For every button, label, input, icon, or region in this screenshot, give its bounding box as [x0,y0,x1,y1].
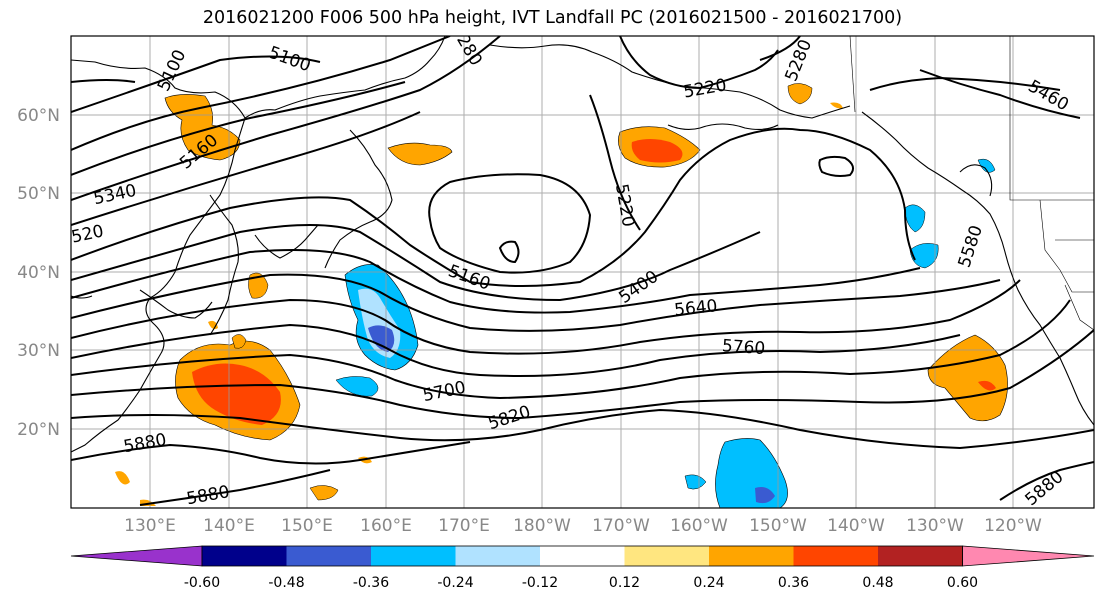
colorbar-segment [286,546,371,566]
colorbar-extend-high [962,545,1095,567]
contour-label: 5640 [673,296,718,320]
lon-label: 160°W [670,516,728,536]
colorbar-segment [624,546,709,566]
ivt-positive-core [192,363,281,425]
colorbar-tick: 0.24 [693,575,724,591]
ivt-shading [115,83,1008,508]
map-frame [70,35,1095,509]
colorbar-segment [202,546,287,566]
colorbar-tick: -0.24 [437,575,473,591]
lon-label: 140°W [827,516,885,536]
contour-label: 5760 [721,336,766,359]
lon-label: 180°W [513,516,571,536]
graticule [71,36,1094,508]
colorbar-tick: -0.48 [268,575,304,591]
lat-label: 40°N [17,263,60,283]
colorbar-segment [371,546,456,566]
lon-label: 120°W [984,516,1042,536]
lon-label: 130°E [124,516,176,536]
colorbar-tick: -0.60 [184,575,220,591]
lat-label: 50°N [17,184,60,204]
colorbar-tick: 0.60 [947,575,978,591]
lat-label: 30°N [17,341,60,361]
colorbar-segment [709,546,794,566]
colorbar-segment [878,546,963,566]
colorbar-tick: 0.36 [778,575,809,591]
political-borders [849,36,1094,331]
lon-label: 170°W [592,516,650,536]
lon-label: 170°E [438,516,490,536]
lon-label: 130°W [906,516,964,536]
latitude-labels: 60°N 50°N 40°N 30°N 20°N [17,106,60,440]
colorbar-tick: 0.48 [862,575,893,591]
colorbar-tick: 0.12 [609,575,640,591]
colorbar: -0.60 -0.48 -0.36 -0.24 -0.12 0.12 0.24 … [70,545,1095,591]
lon-label: 140°E [203,516,255,536]
colorbar-segment [793,546,878,566]
colorbar-segment [540,546,625,566]
longitude-labels: 130°E 140°E 150°E 160°E 170°E 180°W 170°… [124,516,1042,536]
colorbar-extend-low [70,545,203,567]
lon-label: 150°W [749,516,807,536]
lon-label: 160°E [360,516,412,536]
height-contours [71,36,1094,506]
lon-label: 150°E [281,516,333,536]
colorbar-tick: -0.12 [522,575,558,591]
lat-label: 20°N [17,420,60,440]
map-title: 2016021200 F006 500 hPa height, IVT Land… [202,8,903,28]
map-area: 5100 5100 5160 5340 520 280 5220 5280 54… [71,36,1094,508]
ivt-positive-patch [927,334,1008,422]
colorbar-segment [455,546,540,566]
colorbar-tick: -0.36 [353,575,389,591]
lat-label: 60°N [17,106,60,126]
